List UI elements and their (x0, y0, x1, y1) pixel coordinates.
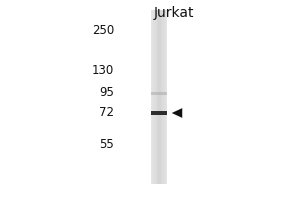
Bar (158, 10, 159, 184)
Bar (161, 10, 162, 184)
Text: Jurkat: Jurkat (154, 6, 194, 20)
Bar (156, 10, 157, 184)
Bar (160, 10, 161, 184)
Bar (152, 10, 153, 184)
Text: 250: 250 (92, 23, 114, 36)
Text: 72: 72 (99, 106, 114, 119)
Bar (157, 10, 158, 184)
Bar (153, 10, 154, 184)
Bar (155, 10, 156, 184)
Text: 55: 55 (99, 138, 114, 150)
Bar (164, 10, 165, 184)
Bar (154, 10, 155, 184)
Bar (159, 10, 160, 184)
Polygon shape (172, 108, 182, 118)
Text: 95: 95 (99, 86, 114, 99)
Bar (151, 111, 167, 115)
Bar (151, 92, 167, 95)
Bar (151, 10, 152, 184)
Bar (162, 10, 163, 184)
Bar (163, 10, 164, 184)
Bar (166, 10, 167, 184)
Text: 130: 130 (92, 64, 114, 76)
Bar (165, 10, 166, 184)
